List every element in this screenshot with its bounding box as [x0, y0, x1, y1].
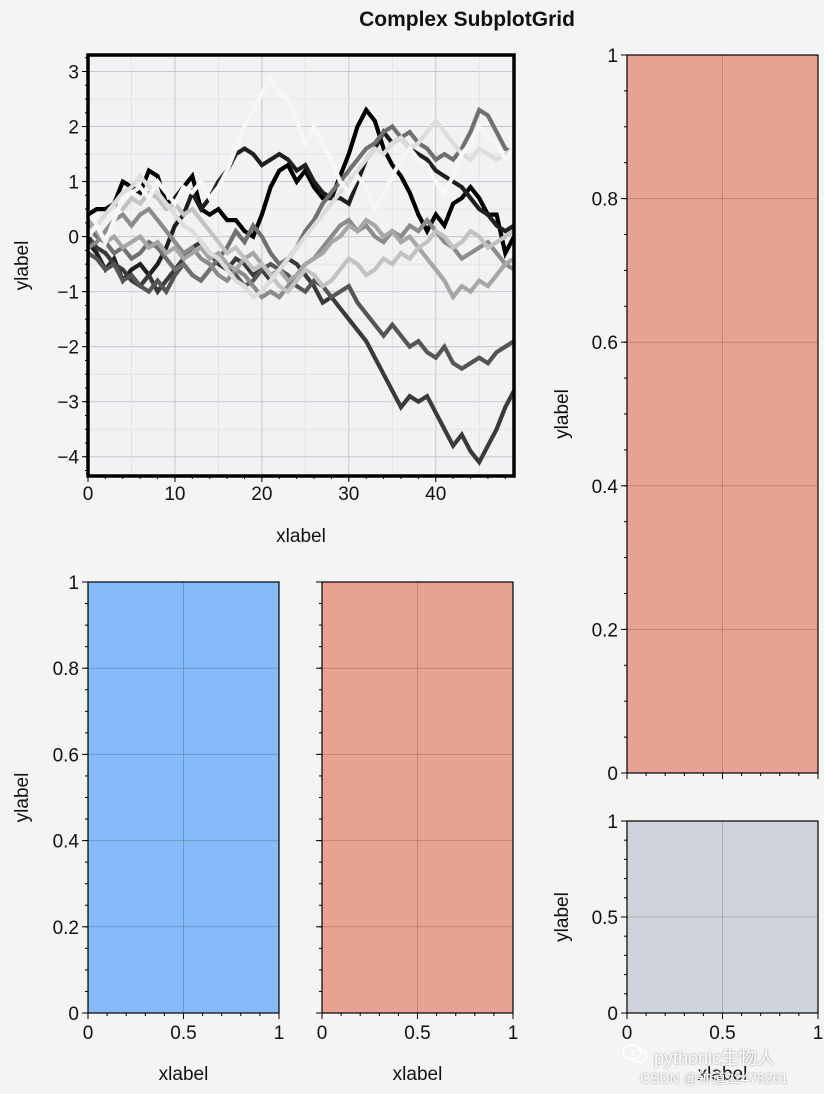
- y-tick-label: −3: [57, 393, 79, 414]
- y-tick-label: −4: [57, 448, 79, 469]
- plot-area-bottom_middle: [322, 582, 513, 1013]
- y-tick-label: 1: [607, 46, 618, 67]
- y-tick-label: 0: [68, 1004, 79, 1025]
- y-tick-label: 0.2: [53, 918, 79, 939]
- y-tick-label: 0.8: [53, 659, 79, 680]
- x-tick-label: 0: [622, 1023, 633, 1044]
- x-tick-label: 40: [425, 484, 446, 505]
- series-line-2: [88, 128, 514, 285]
- y-tick-label: 0.5: [592, 908, 618, 929]
- spine-main: [86, 53, 516, 478]
- figure-title: Complex SubplotGrid: [359, 8, 575, 31]
- y-tick-label: 0.6: [592, 333, 618, 354]
- x-tick-label: 30: [338, 484, 359, 505]
- x-axis-label: xlabel: [393, 1064, 443, 1085]
- x-tick-label: 0.5: [404, 1023, 430, 1044]
- series-line-8: [88, 189, 514, 295]
- y-axis-label: ylabel: [552, 389, 573, 439]
- plot-area-main: [88, 55, 514, 476]
- watermark-credit: CSDN @钟道22478261: [640, 1070, 789, 1086]
- x-tick-label: 1: [813, 1023, 824, 1044]
- plot-area-right_tall: [627, 55, 818, 773]
- plot-area-bottom_left: [88, 582, 279, 1013]
- x-tick-label: 10: [164, 484, 185, 505]
- y-axis-label: ylabel: [12, 241, 33, 291]
- y-tick-label: 0: [607, 1004, 618, 1025]
- x-tick-label: 0.5: [709, 1023, 735, 1044]
- subplot-right_tall: 0 0.2 0.4 0.6 0.8 1 ylabel: [552, 46, 819, 785]
- x-axis-label: xlabel: [276, 526, 326, 547]
- series-line-4: [88, 251, 514, 372]
- y-tick-label: 0.2: [592, 620, 618, 641]
- x-axis-label: xlabel: [698, 1064, 748, 1085]
- x-tick-label: 0: [317, 1023, 328, 1044]
- y-tick-label: −1: [57, 283, 79, 304]
- x-tick-label: 1: [274, 1023, 285, 1044]
- y-tick-label: 0.4: [592, 477, 619, 498]
- watermark-brand: pythonic生物人: [654, 1048, 776, 1068]
- y-tick-label: 3: [68, 63, 79, 84]
- series-line-10: [88, 72, 514, 248]
- x-tick-label: 1: [508, 1023, 519, 1044]
- y-tick-label: 1: [68, 173, 79, 194]
- series-line-7: [88, 217, 514, 301]
- series-line-9: [88, 117, 514, 300]
- x-tick-label: 0: [83, 484, 94, 505]
- y-tick-label: 1: [607, 812, 618, 833]
- y-axis-label: ylabel: [552, 892, 573, 942]
- y-tick-label: 0: [607, 764, 618, 785]
- y-tick-label: 0.8: [592, 190, 618, 211]
- y-tick-label: 2: [68, 118, 79, 139]
- wechat-logo-icon: [622, 1044, 648, 1063]
- y-axis-label: ylabel: [12, 773, 33, 823]
- y-tick-label: 1: [68, 573, 79, 594]
- y-tick-label: −2: [57, 338, 79, 359]
- x-axis-label: xlabel: [159, 1064, 209, 1085]
- subplot-right_small: 0 0.5 1 0 0.5 1 xlabel ylabel: [552, 812, 823, 1085]
- plot-area-right_small: [627, 821, 818, 1013]
- x-tick-label: 0: [83, 1023, 94, 1044]
- x-tick-label: 0.5: [170, 1023, 196, 1044]
- y-tick-label: 0.4: [53, 832, 80, 853]
- subplot-bottom_middle: 0 0.5 1 xlabel: [316, 581, 519, 1085]
- y-tick-label: 0.6: [53, 745, 79, 766]
- y-tick-label: 0: [68, 228, 79, 249]
- subplot-bottom_left: 0 0.5 1 0 0.2 0.4 0.6 0.8 1 xlabel ylabel: [12, 573, 284, 1085]
- x-tick-label: 20: [251, 484, 272, 505]
